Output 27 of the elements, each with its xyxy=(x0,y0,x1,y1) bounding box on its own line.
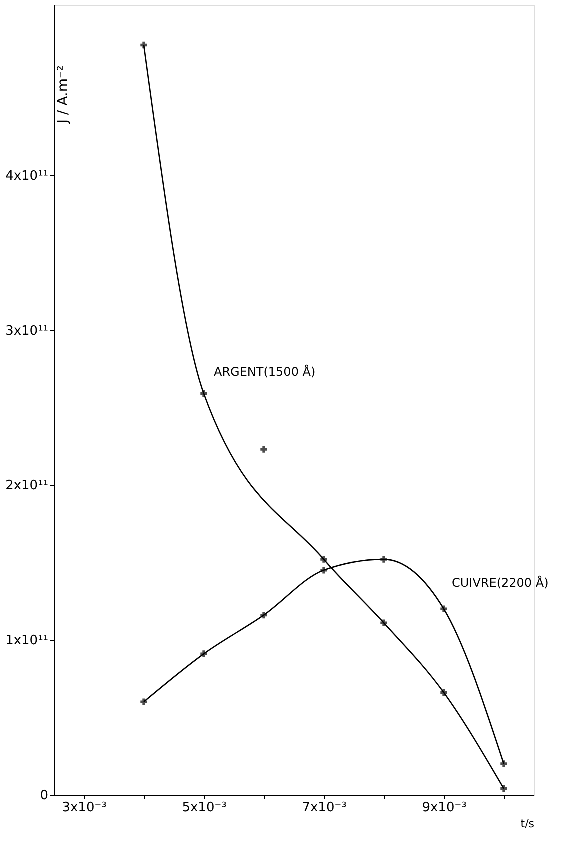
point xyxy=(260,446,268,453)
point xyxy=(320,556,328,563)
point xyxy=(260,612,268,619)
point xyxy=(500,785,508,792)
series-label: CUIVRE(2200 Å) xyxy=(452,575,549,590)
point xyxy=(140,698,148,706)
x-tick-label: 7x10⁻³ xyxy=(302,800,347,816)
x-tick-label: 5x10⁻³ xyxy=(182,800,227,816)
x-tick-label: 9x10⁻³ xyxy=(422,800,467,816)
y-tick-label: 3x10¹¹ xyxy=(6,324,48,339)
point xyxy=(140,42,148,49)
y-tick-label: 0 xyxy=(40,788,48,804)
point xyxy=(380,556,388,563)
point xyxy=(500,760,508,768)
x-tick-label: 3x10⁻³ xyxy=(62,800,107,816)
point xyxy=(200,390,208,398)
y-tick-label: 2x10¹¹ xyxy=(6,478,48,494)
y-tick-label: 1x10¹¹ xyxy=(6,634,48,649)
x-axis-title: t/s xyxy=(520,818,535,830)
y-axis-title: J / A.m⁻² xyxy=(56,66,72,125)
y-tick-label: 4x10¹¹ xyxy=(6,168,48,184)
point xyxy=(200,650,208,658)
point xyxy=(320,567,328,574)
point xyxy=(440,606,448,612)
point xyxy=(380,620,388,626)
series-label: ARGENT(1500 Å) xyxy=(214,364,316,379)
point xyxy=(440,689,448,696)
